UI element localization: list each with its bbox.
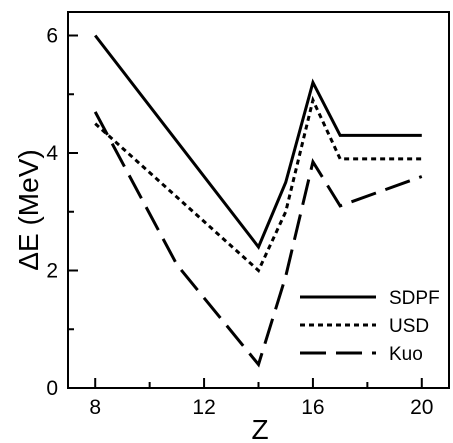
y-tick-label: 4 xyxy=(46,142,58,165)
y-tick-label: 6 xyxy=(46,25,58,48)
series-line-kuo xyxy=(93,111,423,368)
x-tick-label: 8 xyxy=(89,396,101,419)
x-tick-label: 20 xyxy=(410,396,433,419)
legend-label-kuo: Kuo xyxy=(389,344,423,365)
x-tick-label: 16 xyxy=(301,396,324,419)
series-line-usd xyxy=(94,95,422,273)
legend: SDPF USD Kuo xyxy=(300,288,440,365)
axes: 8 12 16 20 0 2 4 6 xyxy=(46,11,450,419)
series-lines xyxy=(93,34,423,368)
y-tick-label: 2 xyxy=(46,260,58,283)
series-line-sdpf xyxy=(94,34,422,250)
legend-label-sdpf: SDPF xyxy=(389,288,440,309)
y-axis-label: ΔE (MeV) xyxy=(13,149,44,270)
legend-label-usd: USD xyxy=(389,316,429,337)
x-tick-label: 12 xyxy=(192,396,215,419)
x-axis-label: Z xyxy=(251,414,268,443)
y-tick-label: 0 xyxy=(46,377,58,400)
